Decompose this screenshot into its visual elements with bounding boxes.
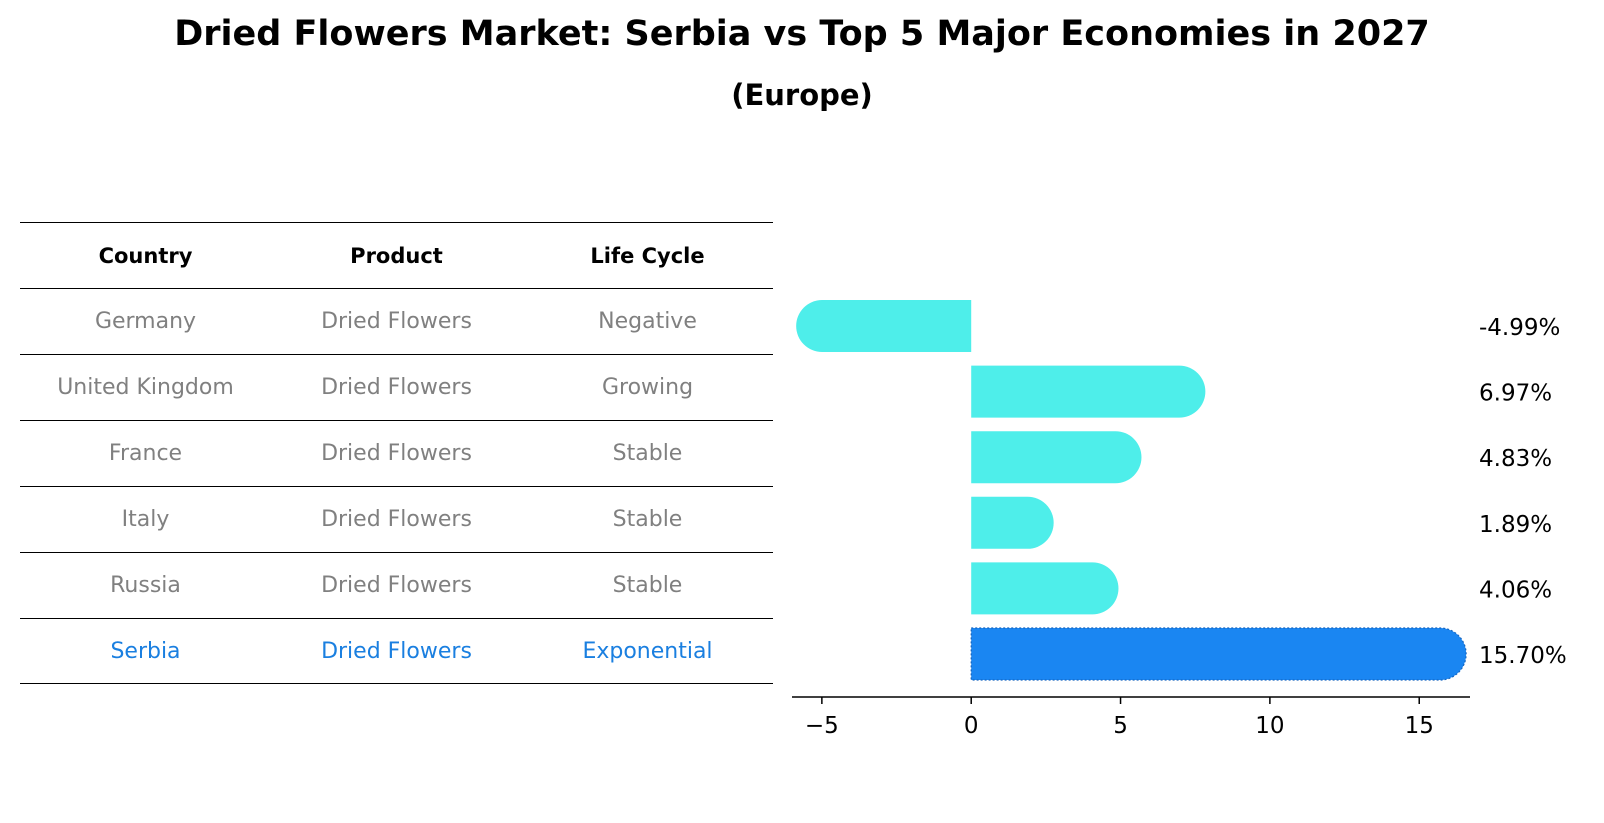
table-row: United Kingdom Dried Flowers Growing <box>20 354 773 420</box>
cell-life-cycle: Stable <box>612 507 683 532</box>
bar-value-label: -4.99% <box>1479 315 1560 341</box>
cell-country: Serbia <box>110 638 181 664</box>
table-row: France Dried Flowers Stable <box>20 420 773 486</box>
cell-country: Germany <box>94 309 197 334</box>
x-tick-label: 5 <box>1113 713 1128 739</box>
chart-subtitle: (Europe) <box>731 78 873 112</box>
header-life-cycle: Life Cycle <box>590 243 705 268</box>
table-row: Russia Dried Flowers Stable <box>20 552 773 618</box>
table-row-highlight: Serbia Dried Flowers Exponential <box>20 618 773 684</box>
bar-value-label: 4.06% <box>1479 577 1552 603</box>
bar <box>971 431 1142 484</box>
bar <box>971 562 1119 615</box>
x-tick-label: 0 <box>964 713 979 739</box>
bar-value-label: 15.70% <box>1479 643 1567 669</box>
chart-title: Dried Flowers Market: Serbia vs Top 5 Ma… <box>174 14 1430 54</box>
bar <box>796 300 972 352</box>
table-header-row: Country Product Life Cycle <box>20 222 773 288</box>
cell-life-cycle: Growing <box>601 375 694 400</box>
cell-country: Italy <box>121 507 170 532</box>
cell-life-cycle: Stable <box>612 441 683 466</box>
cell-product: Dried Flowers <box>321 309 472 334</box>
table-row: Italy Dried Flowers Stable <box>20 486 773 552</box>
bar <box>971 496 1054 549</box>
cell-product: Dried Flowers <box>321 375 472 400</box>
x-tick-label: −5 <box>805 713 839 739</box>
header-product: Product <box>350 243 443 268</box>
cell-product: Dried Flowers <box>321 441 472 466</box>
cell-life-cycle: Stable <box>612 573 683 598</box>
data-table: Country Product Life Cycle Germany Dried… <box>20 222 773 684</box>
cell-country: France <box>108 441 183 466</box>
cell-country: Russia <box>110 573 181 598</box>
cell-life-cycle: Negative <box>598 309 697 334</box>
bar-value-label: 4.83% <box>1479 446 1552 472</box>
cell-product: Dried Flowers <box>321 507 472 532</box>
cell-country: United Kingdom <box>57 375 234 400</box>
x-tick-label: 10 <box>1255 713 1284 739</box>
cell-life-cycle: Exponential <box>582 638 713 664</box>
bar-value-label: 6.97% <box>1479 381 1552 407</box>
table-row: Germany Dried Flowers Negative <box>20 288 773 354</box>
header-country: Country <box>98 243 193 268</box>
bar-highlight <box>970 627 1467 681</box>
x-tick-label: 15 <box>1405 713 1434 739</box>
bar-value-label: 1.89% <box>1479 512 1552 538</box>
bar <box>971 365 1206 418</box>
cell-product: Dried Flowers <box>321 638 472 664</box>
cell-product: Dried Flowers <box>321 573 472 598</box>
